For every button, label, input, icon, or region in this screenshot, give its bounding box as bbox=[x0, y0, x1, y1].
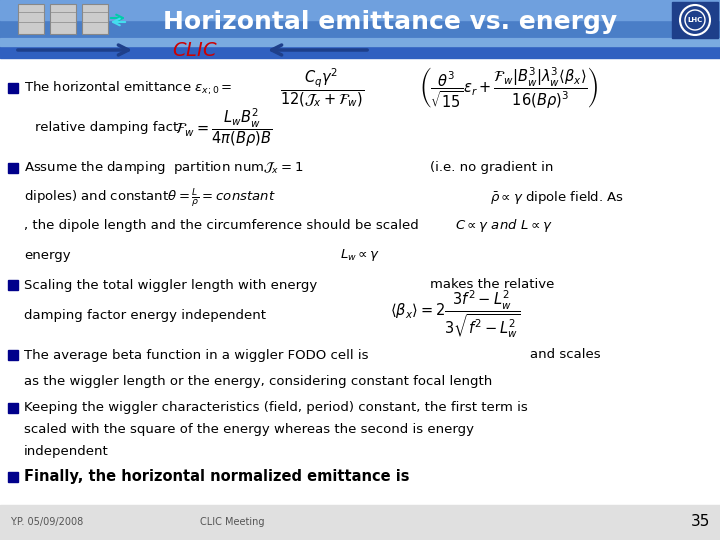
Text: $\bar{\rho} \propto \gamma$ dipole field. As: $\bar{\rho} \propto \gamma$ dipole field… bbox=[490, 190, 624, 206]
Text: 35: 35 bbox=[690, 515, 710, 530]
Text: makes the relative: makes the relative bbox=[430, 279, 554, 292]
Bar bbox=[8, 83, 18, 93]
Text: $\mathit{CLIC}$: $\mathit{CLIC}$ bbox=[172, 40, 218, 59]
Text: $\mathcal{F}_w = \dfrac{L_w B_w^2}{4\pi(B\rho)B}$: $\mathcal{F}_w = \dfrac{L_w B_w^2}{4\pi(… bbox=[175, 106, 272, 150]
Text: The average beta function in a wiggler FODO cell is: The average beta function in a wiggler F… bbox=[24, 348, 369, 361]
Text: relative damping fact: relative damping fact bbox=[35, 122, 179, 134]
Text: $L_w \propto \gamma$: $L_w \propto \gamma$ bbox=[340, 247, 380, 263]
Text: Keeping the wiggler characteristics (field, period) constant, the first term is: Keeping the wiggler characteristics (fie… bbox=[24, 402, 528, 415]
Text: dipoles) and constant$\theta = \frac{L}{\rho} = constant$: dipoles) and constant$\theta = \frac{L}{… bbox=[24, 187, 276, 210]
Bar bbox=[8, 280, 18, 290]
Text: The horizontal emittance $\epsilon_{x;0} =$: The horizontal emittance $\epsilon_{x;0}… bbox=[24, 79, 233, 97]
Text: , the dipole length and the circumference should be scaled: , the dipole length and the circumferenc… bbox=[24, 219, 419, 232]
Bar bbox=[0, 0, 720, 38]
Bar bbox=[8, 350, 18, 360]
Text: $\langle\beta_x\rangle = 2\dfrac{3f^2 - L_w^2}{3\sqrt{f^2 - L_w^2}}$: $\langle\beta_x\rangle = 2\dfrac{3f^2 - … bbox=[390, 289, 521, 341]
Text: $\left(\dfrac{\theta^3}{\sqrt{15}}\epsilon_r + \dfrac{\mathcal{F}_w|B_w^3|\lambd: $\left(\dfrac{\theta^3}{\sqrt{15}}\epsil… bbox=[420, 65, 598, 111]
Bar bbox=[0, 38, 720, 46]
Text: CLIC Meeting: CLIC Meeting bbox=[200, 517, 264, 527]
Text: Scaling the total wiggler length with energy: Scaling the total wiggler length with en… bbox=[24, 279, 318, 292]
Text: Horizontal emittance vs. energy: Horizontal emittance vs. energy bbox=[163, 10, 617, 34]
Text: $C \propto \gamma$ and $L \propto \gamma$: $C \propto \gamma$ and $L \propto \gamma… bbox=[455, 217, 552, 233]
Bar bbox=[8, 472, 18, 482]
Bar bbox=[8, 163, 18, 173]
Text: Y.P. 05/09/2008: Y.P. 05/09/2008 bbox=[10, 517, 84, 527]
Text: energy: energy bbox=[24, 248, 71, 261]
Text: $\dfrac{C_q\gamma^2}{12(\mathcal{J}_x + \mathcal{F}_w)}$: $\dfrac{C_q\gamma^2}{12(\mathcal{J}_x + … bbox=[280, 67, 364, 109]
Text: and scales: and scales bbox=[530, 348, 600, 361]
Text: as the wiggler length or the energy, considering constant focal length: as the wiggler length or the energy, con… bbox=[24, 375, 492, 388]
Bar bbox=[0, 38, 720, 58]
Bar bbox=[0, 0, 720, 20]
Bar bbox=[672, 2, 718, 38]
Bar bbox=[18, 4, 44, 34]
Bar bbox=[8, 403, 18, 413]
Bar bbox=[82, 4, 108, 34]
Bar bbox=[0, 505, 720, 540]
Text: (i.e. no gradient in: (i.e. no gradient in bbox=[430, 161, 554, 174]
Text: independent: independent bbox=[24, 446, 109, 458]
Text: scaled with the square of the energy whereas the second is energy: scaled with the square of the energy whe… bbox=[24, 423, 474, 436]
Text: Assume the damping  partition num$\mathcal{J}_x = 1$: Assume the damping partition num$\mathca… bbox=[24, 159, 303, 177]
Text: damping factor energy independent: damping factor energy independent bbox=[24, 308, 266, 321]
Text: Finally, the horizontal normalized emittance is: Finally, the horizontal normalized emitt… bbox=[24, 469, 410, 484]
Text: LHC: LHC bbox=[688, 17, 703, 23]
Bar bbox=[50, 4, 76, 34]
